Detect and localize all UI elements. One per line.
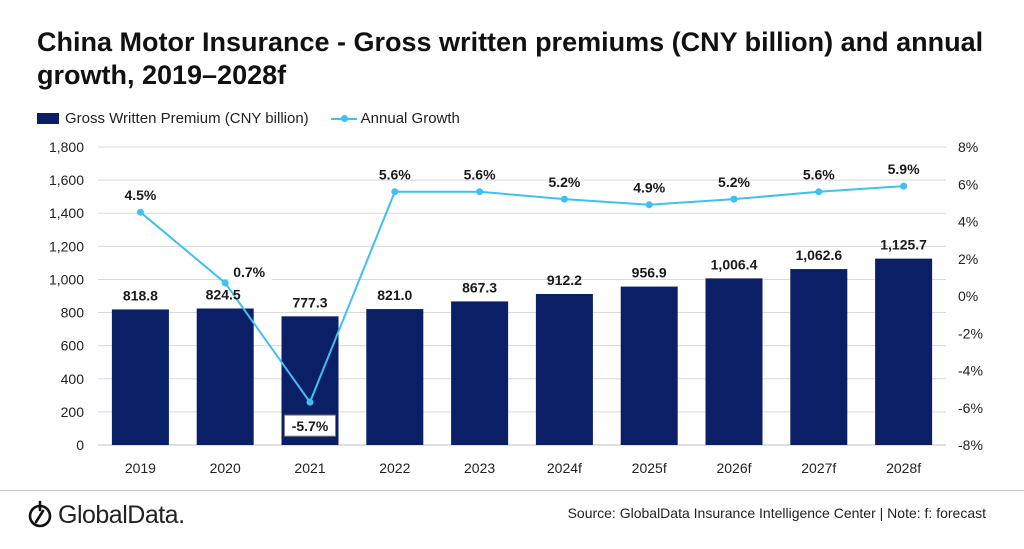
growth-point — [136, 208, 144, 216]
x-tick-label: 2019 — [125, 460, 156, 476]
growth-value-label: 0.7% — [233, 264, 265, 280]
y-left-tick-label: 800 — [61, 305, 85, 321]
growth-point — [645, 201, 653, 209]
bar — [196, 308, 254, 445]
y-right-tick-label: -4% — [958, 363, 983, 379]
bar-value-label: 1,062.6 — [795, 247, 842, 263]
x-tick-label: 2025f — [632, 460, 667, 476]
y-right-tick-label: 4% — [958, 214, 978, 230]
chart-legend: Gross Written Premium (CNY billion) Annu… — [37, 108, 482, 128]
bar — [790, 269, 848, 445]
legend-item-gwp: Gross Written Premium (CNY billion) — [37, 110, 309, 127]
x-tick-label: 2021 — [294, 460, 325, 476]
growth-point — [815, 188, 823, 196]
x-tick-label: 2024f — [547, 460, 582, 476]
bar — [705, 278, 763, 445]
y-left-tick-label: 600 — [61, 338, 85, 354]
bar-value-label: 821.0 — [377, 287, 412, 303]
growth-value-label: 5.6% — [464, 167, 496, 183]
growth-value-label: -5.7% — [292, 418, 329, 434]
legend-swatch-bar — [37, 112, 59, 124]
growth-value-label: 5.9% — [888, 161, 920, 177]
logo-text: GlobalData. — [58, 500, 185, 529]
y-left-tick-label: 200 — [61, 404, 85, 420]
bar-value-label: 867.3 — [462, 279, 497, 295]
growth-point — [476, 188, 484, 196]
y-left-tick-label: 1,600 — [49, 172, 84, 188]
y-right-tick-label: -6% — [958, 400, 983, 416]
bar — [366, 309, 424, 445]
y-right-tick-label: -2% — [958, 325, 983, 341]
y-left-tick-label: 1,800 — [49, 139, 84, 155]
bar — [535, 293, 593, 445]
y-left-tick-label: 1,400 — [49, 205, 84, 221]
growth-line — [139, 185, 904, 405]
y-left-tick-label: 0 — [76, 437, 84, 453]
growth-point — [730, 195, 738, 203]
bar-value-label: 1,125.7 — [880, 237, 927, 253]
bar-value-label: 818.8 — [123, 287, 158, 303]
bar-value-label: 956.9 — [632, 265, 667, 281]
x-tick-label: 2023 — [464, 460, 495, 476]
legend-label-growth: Annual Growth — [360, 109, 460, 127]
globaldata-logo: GlobalData. — [28, 500, 185, 530]
bar — [875, 258, 933, 445]
y-left-tick-label: 1,200 — [49, 238, 84, 254]
legend-item-growth: Annual Growth — [330, 109, 460, 127]
growth-value-label: 5.2% — [718, 174, 750, 190]
legend-swatch-line — [330, 113, 357, 124]
globaldata-logo-icon — [28, 500, 52, 528]
bar-value-label: 1,006.4 — [711, 256, 758, 272]
bar — [620, 286, 678, 445]
growth-label-box — [229, 260, 272, 282]
y-left-tick-label: 1,000 — [49, 271, 84, 287]
y-right-tick-label: 2% — [958, 251, 978, 267]
y-right-tick-label: -8% — [958, 437, 983, 453]
x-tick-label: 2027f — [801, 460, 836, 476]
y-right-tick-label: 0% — [958, 288, 978, 304]
y-left-tick-label: 400 — [61, 371, 85, 387]
footer-divider — [0, 490, 1024, 491]
growth-point — [391, 188, 399, 196]
growth-value-label: 5.2% — [548, 174, 580, 190]
growth-label-box — [284, 414, 336, 437]
bar-value-label: 912.2 — [547, 272, 582, 288]
growth-value-label: 5.6% — [803, 167, 835, 183]
legend-label-gwp: Gross Written Premium (CNY billion) — [65, 109, 309, 127]
growth-point — [221, 279, 229, 287]
x-tick-label: 2026f — [716, 460, 751, 476]
growth-value-label: 4.5% — [124, 187, 156, 203]
bar — [451, 301, 509, 445]
bar — [111, 309, 169, 445]
x-tick-label: 2022 — [379, 460, 410, 476]
bar-value-label: 824.5 — [206, 286, 241, 302]
x-tick-label: 2028f — [886, 460, 921, 476]
growth-point — [900, 182, 908, 190]
growth-point — [306, 398, 314, 406]
y-right-tick-label: 6% — [958, 176, 978, 192]
bar-value-label: 777.3 — [292, 294, 327, 310]
x-tick-label: 2020 — [210, 460, 241, 476]
growth-value-label: 5.6% — [379, 167, 411, 183]
y-right-tick-label: 8% — [958, 139, 978, 155]
chart-title: China Motor Insurance - Gross written pr… — [37, 27, 984, 90]
growth-value-label: 4.9% — [633, 180, 665, 196]
source-note: Source: GlobalData Insurance Intelligenc… — [567, 505, 986, 521]
growth-point — [560, 195, 568, 203]
